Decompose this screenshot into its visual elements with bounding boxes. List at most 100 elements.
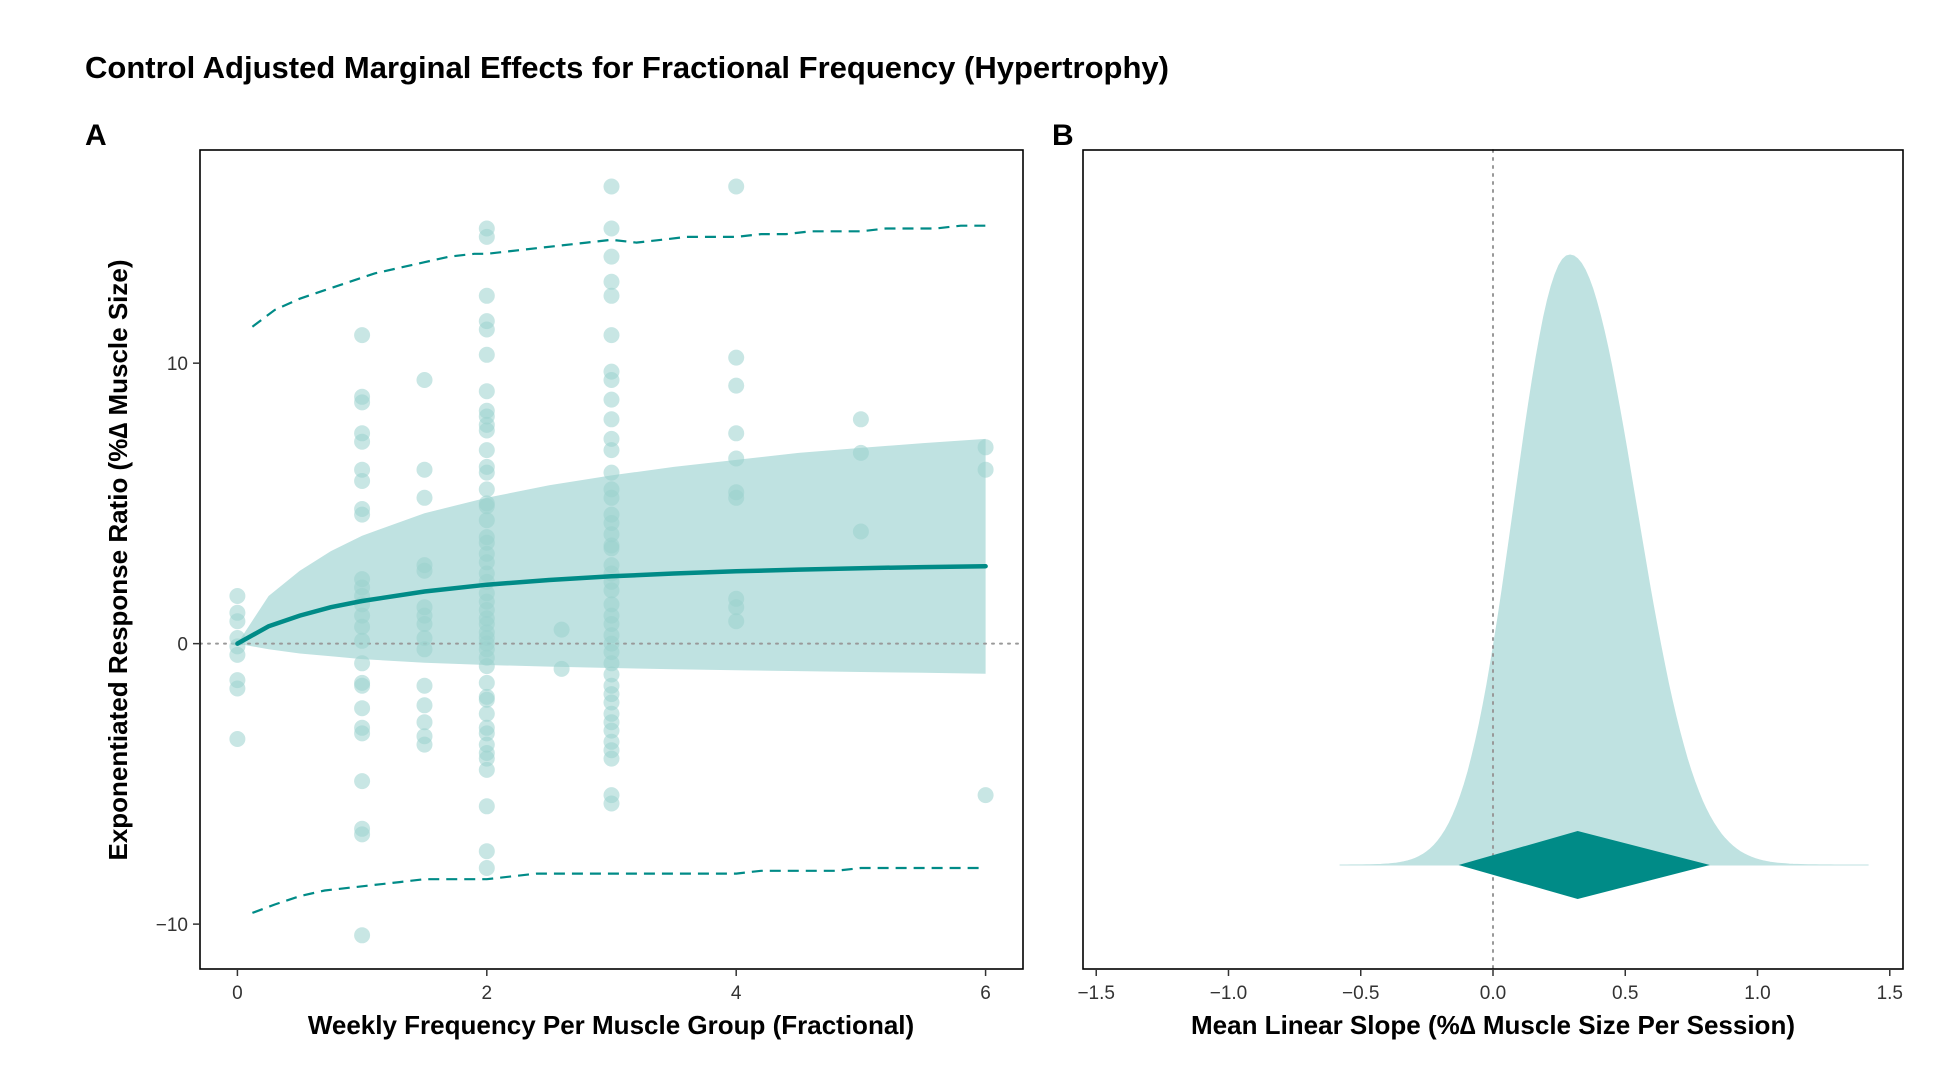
data-point: [603, 327, 620, 344]
data-point: [478, 554, 495, 571]
data-point: [728, 425, 745, 442]
data-point: [603, 372, 620, 388]
data-point: [728, 377, 745, 394]
data-point: [478, 843, 495, 860]
data-point: [416, 641, 433, 658]
y-axis-ticks: −10 0 10: [156, 354, 200, 936]
x-axis-title: Weekly Frequency Per Muscle Group (Fract…: [308, 1010, 914, 1040]
data-point: [603, 442, 620, 459]
data-point: [478, 658, 495, 675]
data-point: [603, 391, 620, 408]
data-point: [553, 621, 570, 638]
data-point: [728, 349, 745, 366]
data-point: [354, 607, 371, 624]
data-point: [478, 761, 495, 778]
x-axis-title: Mean Linear Slope (%∆ Muscle Size Per Se…: [1191, 1010, 1795, 1040]
data-point: [603, 750, 620, 767]
data-point: [416, 562, 433, 579]
x-tick-label: 0: [232, 983, 243, 1004]
data-point: [977, 439, 994, 456]
data-point: [416, 372, 433, 388]
x-tick-label: 1.5: [1877, 983, 1903, 1004]
data-point: [603, 178, 620, 195]
data-point: [603, 795, 620, 812]
data-point: [603, 248, 620, 265]
data-point: [728, 450, 745, 467]
data-point: [728, 599, 745, 616]
data-point: [478, 691, 495, 708]
prediction-upper-line: [251, 224, 986, 328]
data-point: [603, 287, 620, 304]
fit-line-group: [235, 563, 988, 646]
observation-points-group: [229, 178, 994, 944]
x-tick-label: 1.0: [1744, 983, 1770, 1004]
data-point: [478, 534, 495, 551]
data-point: [728, 489, 745, 506]
data-point: [852, 411, 869, 428]
x-tick-label: 0.0: [1480, 983, 1506, 1004]
data-point: [416, 677, 433, 694]
data-point: [416, 697, 433, 714]
data-point: [416, 616, 433, 632]
data-point: [728, 613, 745, 630]
data-point: [603, 582, 620, 599]
data-point: [553, 660, 570, 677]
prediction-lower-line: [252, 866, 986, 914]
panel-a: A 0 2 4 6 −10 0 10 Weekly Frequency Per Muscl…: [85, 119, 1024, 1040]
panel-a-frame: [199, 149, 1024, 970]
data-point: [229, 646, 246, 663]
prediction-interval-group: [251, 224, 986, 914]
x-tick-label: 4: [731, 983, 742, 1004]
fit-line: [235, 563, 988, 646]
data-point: [478, 860, 495, 876]
data-point: [416, 736, 433, 753]
data-point: [354, 632, 371, 649]
y-axis-title: Exponentiated Response Ratio (%∆ Muscle …: [103, 259, 133, 860]
x-axis-ticks: 0 2 4 6: [232, 969, 991, 1004]
data-point: [603, 515, 620, 531]
data-point: [229, 680, 246, 697]
slope-density-group: [1339, 254, 1869, 866]
data-point: [354, 473, 371, 489]
data-point: [603, 666, 620, 683]
data-point: [603, 411, 620, 428]
data-point: [478, 442, 495, 459]
data-point: [478, 674, 495, 691]
x-tick-label: −1.0: [1210, 983, 1248, 1004]
x-axis-ticks: −1.5 −1.0 −0.5 0.0 0.5 1.0 1.5: [1077, 969, 1903, 1004]
panel-b-tag: B: [1052, 119, 1074, 152]
data-point: [603, 220, 620, 237]
data-point: [354, 927, 371, 944]
data-point: [478, 464, 495, 481]
data-point: [416, 461, 433, 478]
data-point: [354, 327, 371, 344]
data-point: [354, 394, 371, 411]
data-point: [603, 616, 620, 632]
data-point: [354, 618, 371, 635]
data-point: [603, 722, 620, 739]
y-tick-label: 0: [177, 635, 188, 656]
y-tick-label: −10: [156, 915, 188, 936]
data-point: [603, 526, 620, 543]
data-point: [478, 422, 495, 439]
data-point: [603, 655, 620, 672]
data-point: [478, 346, 495, 363]
x-tick-label: −1.5: [1077, 983, 1115, 1004]
data-point: [229, 588, 246, 604]
data-point: [977, 461, 994, 478]
data-point: [354, 461, 371, 478]
data-point: [603, 644, 620, 661]
x-tick-label: 6: [980, 983, 991, 1004]
x-tick-label: 0.5: [1612, 983, 1638, 1004]
slope-interval-diamond: [1458, 831, 1710, 899]
data-point: [478, 228, 495, 245]
data-point: [354, 677, 371, 694]
panel-b: B −1.5 −1.0 −0.5 0.0 0.5 1.0 1.5 Mean Linear S…: [1052, 119, 1904, 1040]
data-point: [977, 787, 994, 804]
data-point: [416, 630, 433, 646]
data-point: [354, 506, 371, 523]
figure-title: Control Adjusted Marginal Effects for Fr…: [85, 50, 1169, 85]
slope-interval-group: [1458, 831, 1710, 899]
data-point: [478, 498, 495, 515]
data-point: [354, 700, 371, 717]
